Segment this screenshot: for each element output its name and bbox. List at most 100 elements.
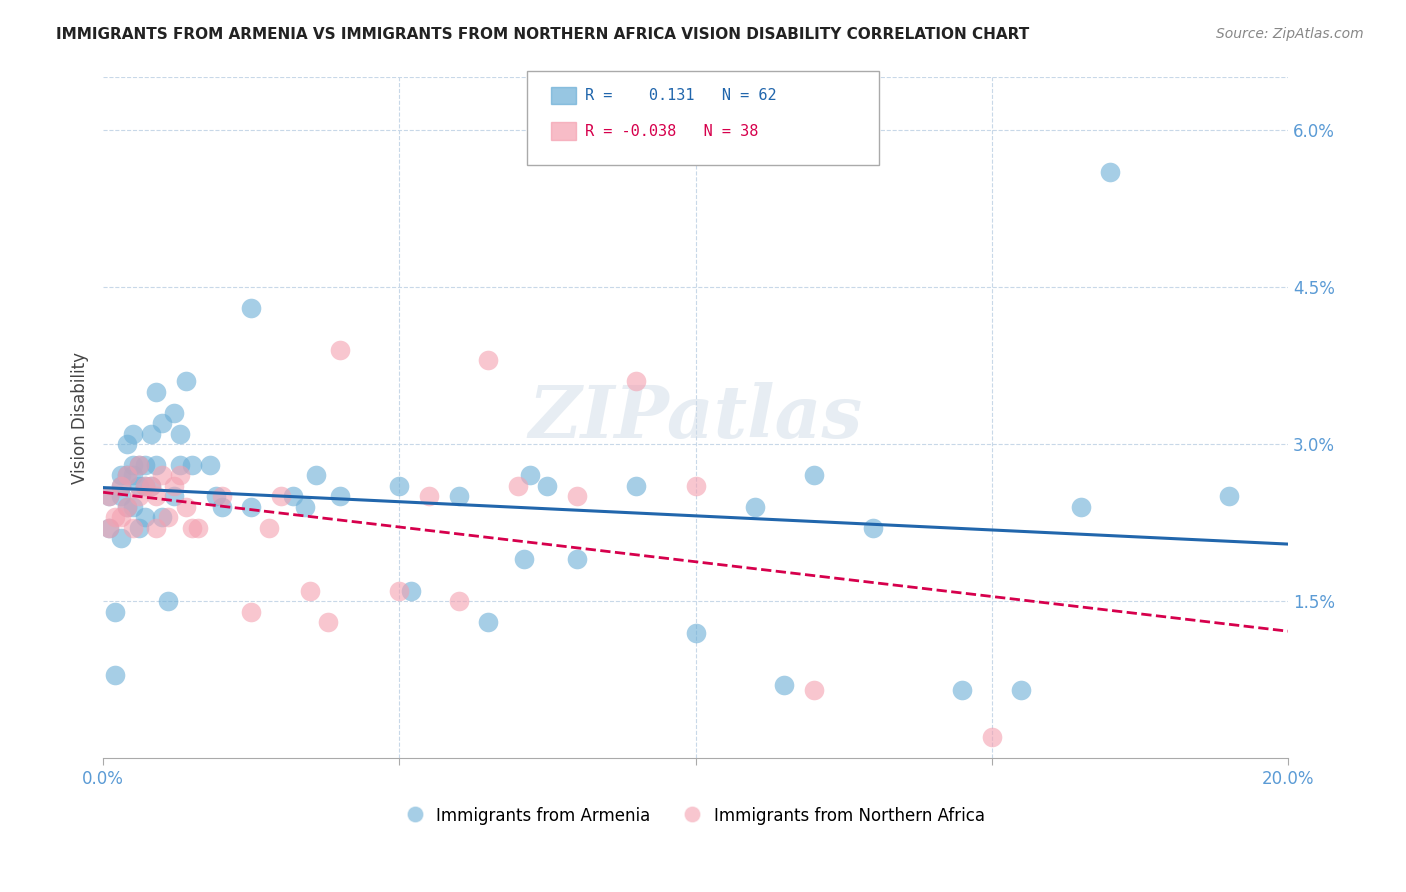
- Point: [110, 479, 132, 493]
- Point: [150, 510, 173, 524]
- Point: [115, 500, 138, 514]
- Point: [104, 510, 127, 524]
- Point: [565, 552, 588, 566]
- Point: [198, 458, 221, 472]
- Point: [134, 479, 156, 493]
- Point: [744, 500, 766, 514]
- Text: Source: ZipAtlas.com: Source: ZipAtlas.com: [1216, 27, 1364, 41]
- Point: [685, 625, 707, 640]
- Point: [240, 500, 263, 514]
- Point: [174, 374, 197, 388]
- Point: [98, 521, 121, 535]
- Point: [139, 426, 162, 441]
- Point: [685, 479, 707, 493]
- Point: [187, 521, 209, 535]
- Point: [128, 479, 150, 493]
- Point: [134, 510, 156, 524]
- Text: R =    0.131   N = 62: R = 0.131 N = 62: [585, 88, 776, 103]
- Point: [163, 490, 186, 504]
- Point: [294, 500, 316, 514]
- Point: [329, 490, 352, 504]
- Point: [169, 458, 191, 472]
- Point: [862, 521, 884, 535]
- Point: [1070, 500, 1092, 514]
- Point: [565, 490, 588, 504]
- Point: [128, 458, 150, 472]
- Point: [506, 479, 529, 493]
- Point: [299, 583, 322, 598]
- Point: [204, 490, 226, 504]
- Point: [115, 500, 138, 514]
- Point: [803, 683, 825, 698]
- Point: [121, 500, 143, 514]
- Point: [536, 479, 558, 493]
- Point: [110, 490, 132, 504]
- Point: [388, 583, 411, 598]
- Point: [145, 384, 167, 399]
- Point: [110, 479, 132, 493]
- Text: R = -0.038   N = 38: R = -0.038 N = 38: [585, 124, 758, 138]
- Point: [110, 468, 132, 483]
- Point: [115, 437, 138, 451]
- Point: [519, 468, 541, 483]
- Point: [257, 521, 280, 535]
- Point: [181, 521, 204, 535]
- Point: [447, 490, 470, 504]
- Point: [128, 458, 150, 472]
- Point: [150, 416, 173, 430]
- Point: [139, 479, 162, 493]
- Text: ZIPatlas: ZIPatlas: [529, 383, 862, 453]
- Point: [121, 458, 143, 472]
- Point: [104, 605, 127, 619]
- Point: [110, 510, 132, 524]
- Point: [181, 458, 204, 472]
- Point: [240, 301, 263, 315]
- Legend: Immigrants from Armenia, Immigrants from Northern Africa: Immigrants from Armenia, Immigrants from…: [399, 800, 991, 831]
- Point: [157, 594, 180, 608]
- Point: [305, 468, 328, 483]
- Point: [145, 490, 167, 504]
- Point: [98, 490, 121, 504]
- Point: [128, 490, 150, 504]
- Point: [169, 468, 191, 483]
- Point: [134, 458, 156, 472]
- Point: [211, 500, 233, 514]
- Point: [399, 583, 422, 598]
- Point: [128, 521, 150, 535]
- Point: [1218, 490, 1240, 504]
- Point: [447, 594, 470, 608]
- Point: [477, 353, 499, 368]
- Point: [121, 468, 143, 483]
- Point: [626, 479, 648, 493]
- Point: [512, 552, 534, 566]
- Y-axis label: Vision Disability: Vision Disability: [72, 351, 89, 483]
- Point: [139, 479, 162, 493]
- Point: [773, 678, 796, 692]
- Point: [1099, 165, 1122, 179]
- Point: [418, 490, 440, 504]
- Point: [174, 500, 197, 514]
- Point: [388, 479, 411, 493]
- Point: [329, 343, 352, 357]
- Point: [115, 468, 138, 483]
- Point: [115, 468, 138, 483]
- Point: [1010, 683, 1032, 698]
- Point: [169, 426, 191, 441]
- Point: [950, 683, 973, 698]
- Point: [163, 479, 186, 493]
- Point: [110, 532, 132, 546]
- Point: [163, 406, 186, 420]
- Point: [121, 426, 143, 441]
- Point: [477, 615, 499, 629]
- Point: [281, 490, 304, 504]
- Point: [98, 490, 121, 504]
- Point: [980, 731, 1002, 745]
- Point: [157, 510, 180, 524]
- Point: [145, 458, 167, 472]
- Point: [316, 615, 339, 629]
- Point: [134, 479, 156, 493]
- Point: [626, 374, 648, 388]
- Text: IMMIGRANTS FROM ARMENIA VS IMMIGRANTS FROM NORTHERN AFRICA VISION DISABILITY COR: IMMIGRANTS FROM ARMENIA VS IMMIGRANTS FR…: [56, 27, 1029, 42]
- Point: [803, 468, 825, 483]
- Point: [98, 521, 121, 535]
